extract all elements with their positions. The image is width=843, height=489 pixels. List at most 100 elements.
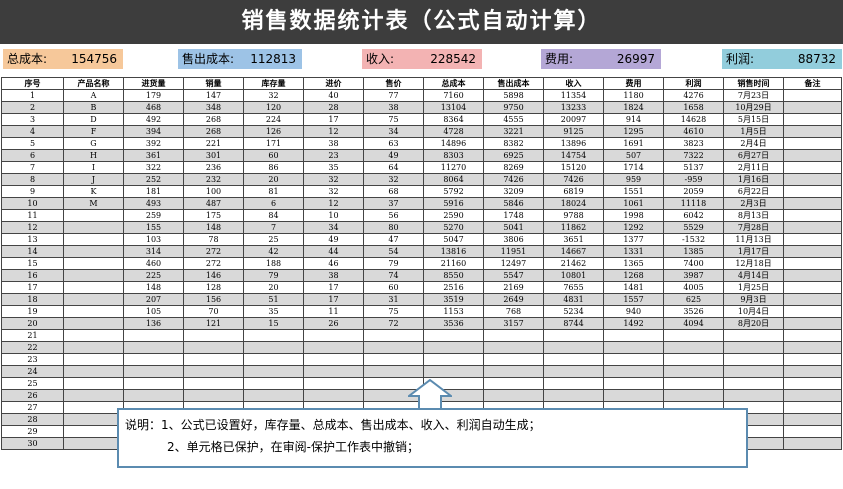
table-cell[interactable]: 493 [123, 197, 184, 210]
table-cell[interactable]: 29 [1, 425, 64, 438]
table-cell[interactable]: 12497 [483, 257, 544, 270]
table-cell[interactable]: 20 [243, 281, 304, 294]
table-cell[interactable]: 1292 [603, 221, 664, 234]
table-cell[interactable]: 3209 [483, 185, 544, 198]
table-cell[interactable]: 460 [123, 257, 184, 270]
table-cell[interactable]: 14754 [543, 149, 604, 162]
table-cell[interactable] [783, 125, 842, 138]
table-cell[interactable]: 86 [243, 161, 304, 174]
table-cell[interactable]: 7655 [543, 281, 604, 294]
table-cell[interactable]: H [63, 149, 124, 162]
table-cell[interactable] [63, 317, 124, 330]
table-cell[interactable]: 38 [303, 137, 364, 150]
table-cell[interactable]: 27 [1, 401, 64, 414]
table-cell[interactable] [543, 377, 604, 390]
table-cell[interactable] [123, 329, 184, 342]
table-cell[interactable]: 3519 [423, 293, 484, 306]
table-cell[interactable]: -1532 [663, 233, 724, 246]
table-cell[interactable]: 2516 [423, 281, 484, 294]
table-cell[interactable]: 1748 [483, 209, 544, 222]
table-cell[interactable] [603, 389, 664, 402]
table-cell[interactable]: 11951 [483, 245, 544, 258]
table-cell[interactable]: 9月3日 [723, 293, 784, 306]
table-cell[interactable]: 4610 [663, 125, 724, 138]
table-cell[interactable]: 507 [603, 149, 664, 162]
table-cell[interactable]: 224 [243, 113, 304, 126]
table-cell[interactable]: 26 [303, 317, 364, 330]
table-cell[interactable]: 37 [363, 197, 424, 210]
table-cell[interactable]: 492 [123, 113, 184, 126]
table-cell[interactable]: 21160 [423, 257, 484, 270]
table-cell[interactable]: 2059 [663, 185, 724, 198]
table-cell[interactable] [63, 389, 124, 402]
table-cell[interactable]: 20 [243, 173, 304, 186]
table-cell[interactable]: 5792 [423, 185, 484, 198]
table-cell[interactable] [723, 389, 784, 402]
table-cell[interactable]: 10 [1, 197, 64, 210]
table-cell[interactable] [603, 341, 664, 354]
table-cell[interactable]: 31 [363, 293, 424, 306]
table-cell[interactable] [783, 269, 842, 282]
table-cell[interactable]: 100 [183, 185, 244, 198]
table-cell[interactable] [123, 389, 184, 402]
table-cell[interactable]: 1268 [603, 269, 664, 282]
table-cell[interactable]: 32 [303, 185, 364, 198]
table-cell[interactable]: 2月11日 [723, 161, 784, 174]
table-cell[interactable] [63, 257, 124, 270]
table-cell[interactable] [663, 377, 724, 390]
table-cell[interactable] [423, 341, 484, 354]
table-cell[interactable]: 25 [1, 377, 64, 390]
table-cell[interactable] [63, 233, 124, 246]
table-cell[interactable]: 314 [123, 245, 184, 258]
table-cell[interactable]: 72 [363, 317, 424, 330]
table-cell[interactable]: 11 [1, 209, 64, 222]
table-cell[interactable]: 10801 [543, 269, 604, 282]
table-cell[interactable] [663, 329, 724, 342]
table-cell[interactable]: 14 [1, 245, 64, 258]
table-cell[interactable]: 64 [363, 161, 424, 174]
table-cell[interactable]: 105 [123, 305, 184, 318]
table-cell[interactable]: 5270 [423, 221, 484, 234]
table-cell[interactable]: 1365 [603, 257, 664, 270]
table-cell[interactable]: 10月4日 [723, 305, 784, 318]
table-cell[interactable]: 1153 [423, 305, 484, 318]
table-cell[interactable]: 8月20日 [723, 317, 784, 330]
table-cell[interactable]: 940 [603, 305, 664, 318]
table-cell[interactable] [63, 281, 124, 294]
table-cell[interactable]: 3987 [663, 269, 724, 282]
table-cell[interactable]: 7160 [423, 89, 484, 102]
table-cell[interactable]: 81 [243, 185, 304, 198]
table-cell[interactable] [63, 209, 124, 222]
table-cell[interactable]: 60 [363, 281, 424, 294]
table-cell[interactable] [63, 377, 124, 390]
table-cell[interactable]: 3526 [663, 305, 724, 318]
table-cell[interactable]: 8382 [483, 137, 544, 150]
table-cell[interactable]: 2月4日 [723, 137, 784, 150]
table-cell[interactable]: 268 [183, 113, 244, 126]
table-cell[interactable] [783, 425, 842, 438]
table-cell[interactable]: 3 [1, 113, 64, 126]
table-cell[interactable]: 156 [183, 293, 244, 306]
table-cell[interactable]: 1331 [603, 245, 664, 258]
table-cell[interactable]: 13 [1, 233, 64, 246]
table-cell[interactable]: 10 [303, 209, 364, 222]
table-cell[interactable]: 13233 [543, 101, 604, 114]
table-cell[interactable]: 15120 [543, 161, 604, 174]
table-cell[interactable]: 11月13日 [723, 233, 784, 246]
table-cell[interactable]: 126 [243, 125, 304, 138]
table-cell[interactable] [63, 341, 124, 354]
table-cell[interactable] [783, 209, 842, 222]
table-cell[interactable]: 7 [243, 221, 304, 234]
table-cell[interactable]: 49 [363, 149, 424, 162]
table-cell[interactable]: 79 [363, 257, 424, 270]
table-cell[interactable]: 207 [123, 293, 184, 306]
table-cell[interactable] [783, 245, 842, 258]
table-cell[interactable] [663, 341, 724, 354]
table-cell[interactable] [723, 329, 784, 342]
table-cell[interactable] [603, 353, 664, 366]
table-cell[interactable] [63, 269, 124, 282]
table-cell[interactable] [783, 413, 842, 426]
table-cell[interactable]: 1385 [663, 245, 724, 258]
table-cell[interactable]: 2590 [423, 209, 484, 222]
table-cell[interactable]: 78 [183, 233, 244, 246]
